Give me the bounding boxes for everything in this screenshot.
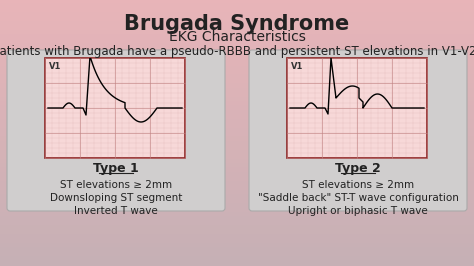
Bar [0, 3, 474, 9]
Bar [0, 172, 474, 177]
Text: EKG Characteristics: EKG Characteristics [169, 30, 305, 44]
Text: V1: V1 [291, 62, 303, 71]
Bar [0, 92, 474, 98]
Bar [0, 181, 474, 186]
Bar [0, 114, 474, 120]
Bar [0, 39, 474, 44]
Bar [0, 70, 474, 75]
Bar [0, 212, 474, 217]
Text: Downsloping ST segment: Downsloping ST segment [50, 193, 182, 203]
Bar [0, 159, 474, 164]
Bar [0, 238, 474, 244]
Text: ST elevations ≥ 2mm: ST elevations ≥ 2mm [60, 180, 172, 190]
Text: V1: V1 [49, 62, 61, 71]
Bar [0, 234, 474, 239]
Text: Brugada Syndrome: Brugada Syndrome [124, 14, 350, 34]
Bar [0, 256, 474, 261]
Bar [0, 252, 474, 257]
FancyBboxPatch shape [45, 58, 185, 158]
Bar [0, 123, 474, 128]
Text: ST elevations ≥ 2mm: ST elevations ≥ 2mm [302, 180, 414, 190]
Bar [0, 97, 474, 102]
Bar [0, 198, 474, 204]
Bar [0, 88, 474, 93]
Bar [0, 65, 474, 71]
Bar [0, 48, 474, 53]
Bar [0, 145, 474, 151]
Bar [0, 168, 474, 173]
Bar [0, 12, 474, 18]
Bar [0, 35, 474, 40]
Text: Type 2: Type 2 [335, 162, 381, 175]
Bar [0, 21, 474, 27]
Bar [0, 243, 474, 248]
Bar [0, 8, 474, 13]
Bar [0, 57, 474, 62]
Bar [0, 203, 474, 208]
Bar [0, 52, 474, 58]
Bar [0, 190, 474, 195]
Bar [0, 101, 474, 106]
FancyBboxPatch shape [7, 50, 225, 211]
Bar [0, 230, 474, 235]
Bar [0, 221, 474, 226]
Bar [0, 0, 474, 5]
Bar [0, 83, 474, 89]
Bar [0, 79, 474, 84]
Text: Type 1: Type 1 [93, 162, 139, 175]
Bar [0, 43, 474, 49]
Text: Inverted T wave: Inverted T wave [74, 206, 158, 216]
Bar [0, 150, 474, 155]
Bar [0, 61, 474, 66]
Bar [0, 194, 474, 200]
Bar [0, 26, 474, 31]
Bar [0, 247, 474, 253]
FancyBboxPatch shape [287, 58, 427, 158]
Bar [0, 110, 474, 115]
Bar [0, 154, 474, 160]
Bar [0, 128, 474, 133]
Text: Patients with Brugada have a pseudo-RBBB and persistent ST elevations in V1-V2.: Patients with Brugada have a pseudo-RBBB… [0, 45, 474, 58]
Bar [0, 136, 474, 142]
Bar [0, 207, 474, 213]
Bar [0, 216, 474, 222]
Bar [0, 163, 474, 168]
Bar [0, 30, 474, 35]
Bar [0, 185, 474, 191]
Bar [0, 105, 474, 111]
Text: "Saddle back" ST-T wave configuration: "Saddle back" ST-T wave configuration [257, 193, 458, 203]
Bar [0, 74, 474, 80]
Bar [0, 225, 474, 231]
Bar [0, 132, 474, 138]
Bar [0, 141, 474, 146]
Bar [0, 119, 474, 124]
Text: Upright or biphasic T wave: Upright or biphasic T wave [288, 206, 428, 216]
Bar [0, 261, 474, 266]
Bar [0, 176, 474, 182]
FancyBboxPatch shape [249, 50, 467, 211]
Bar [0, 17, 474, 22]
